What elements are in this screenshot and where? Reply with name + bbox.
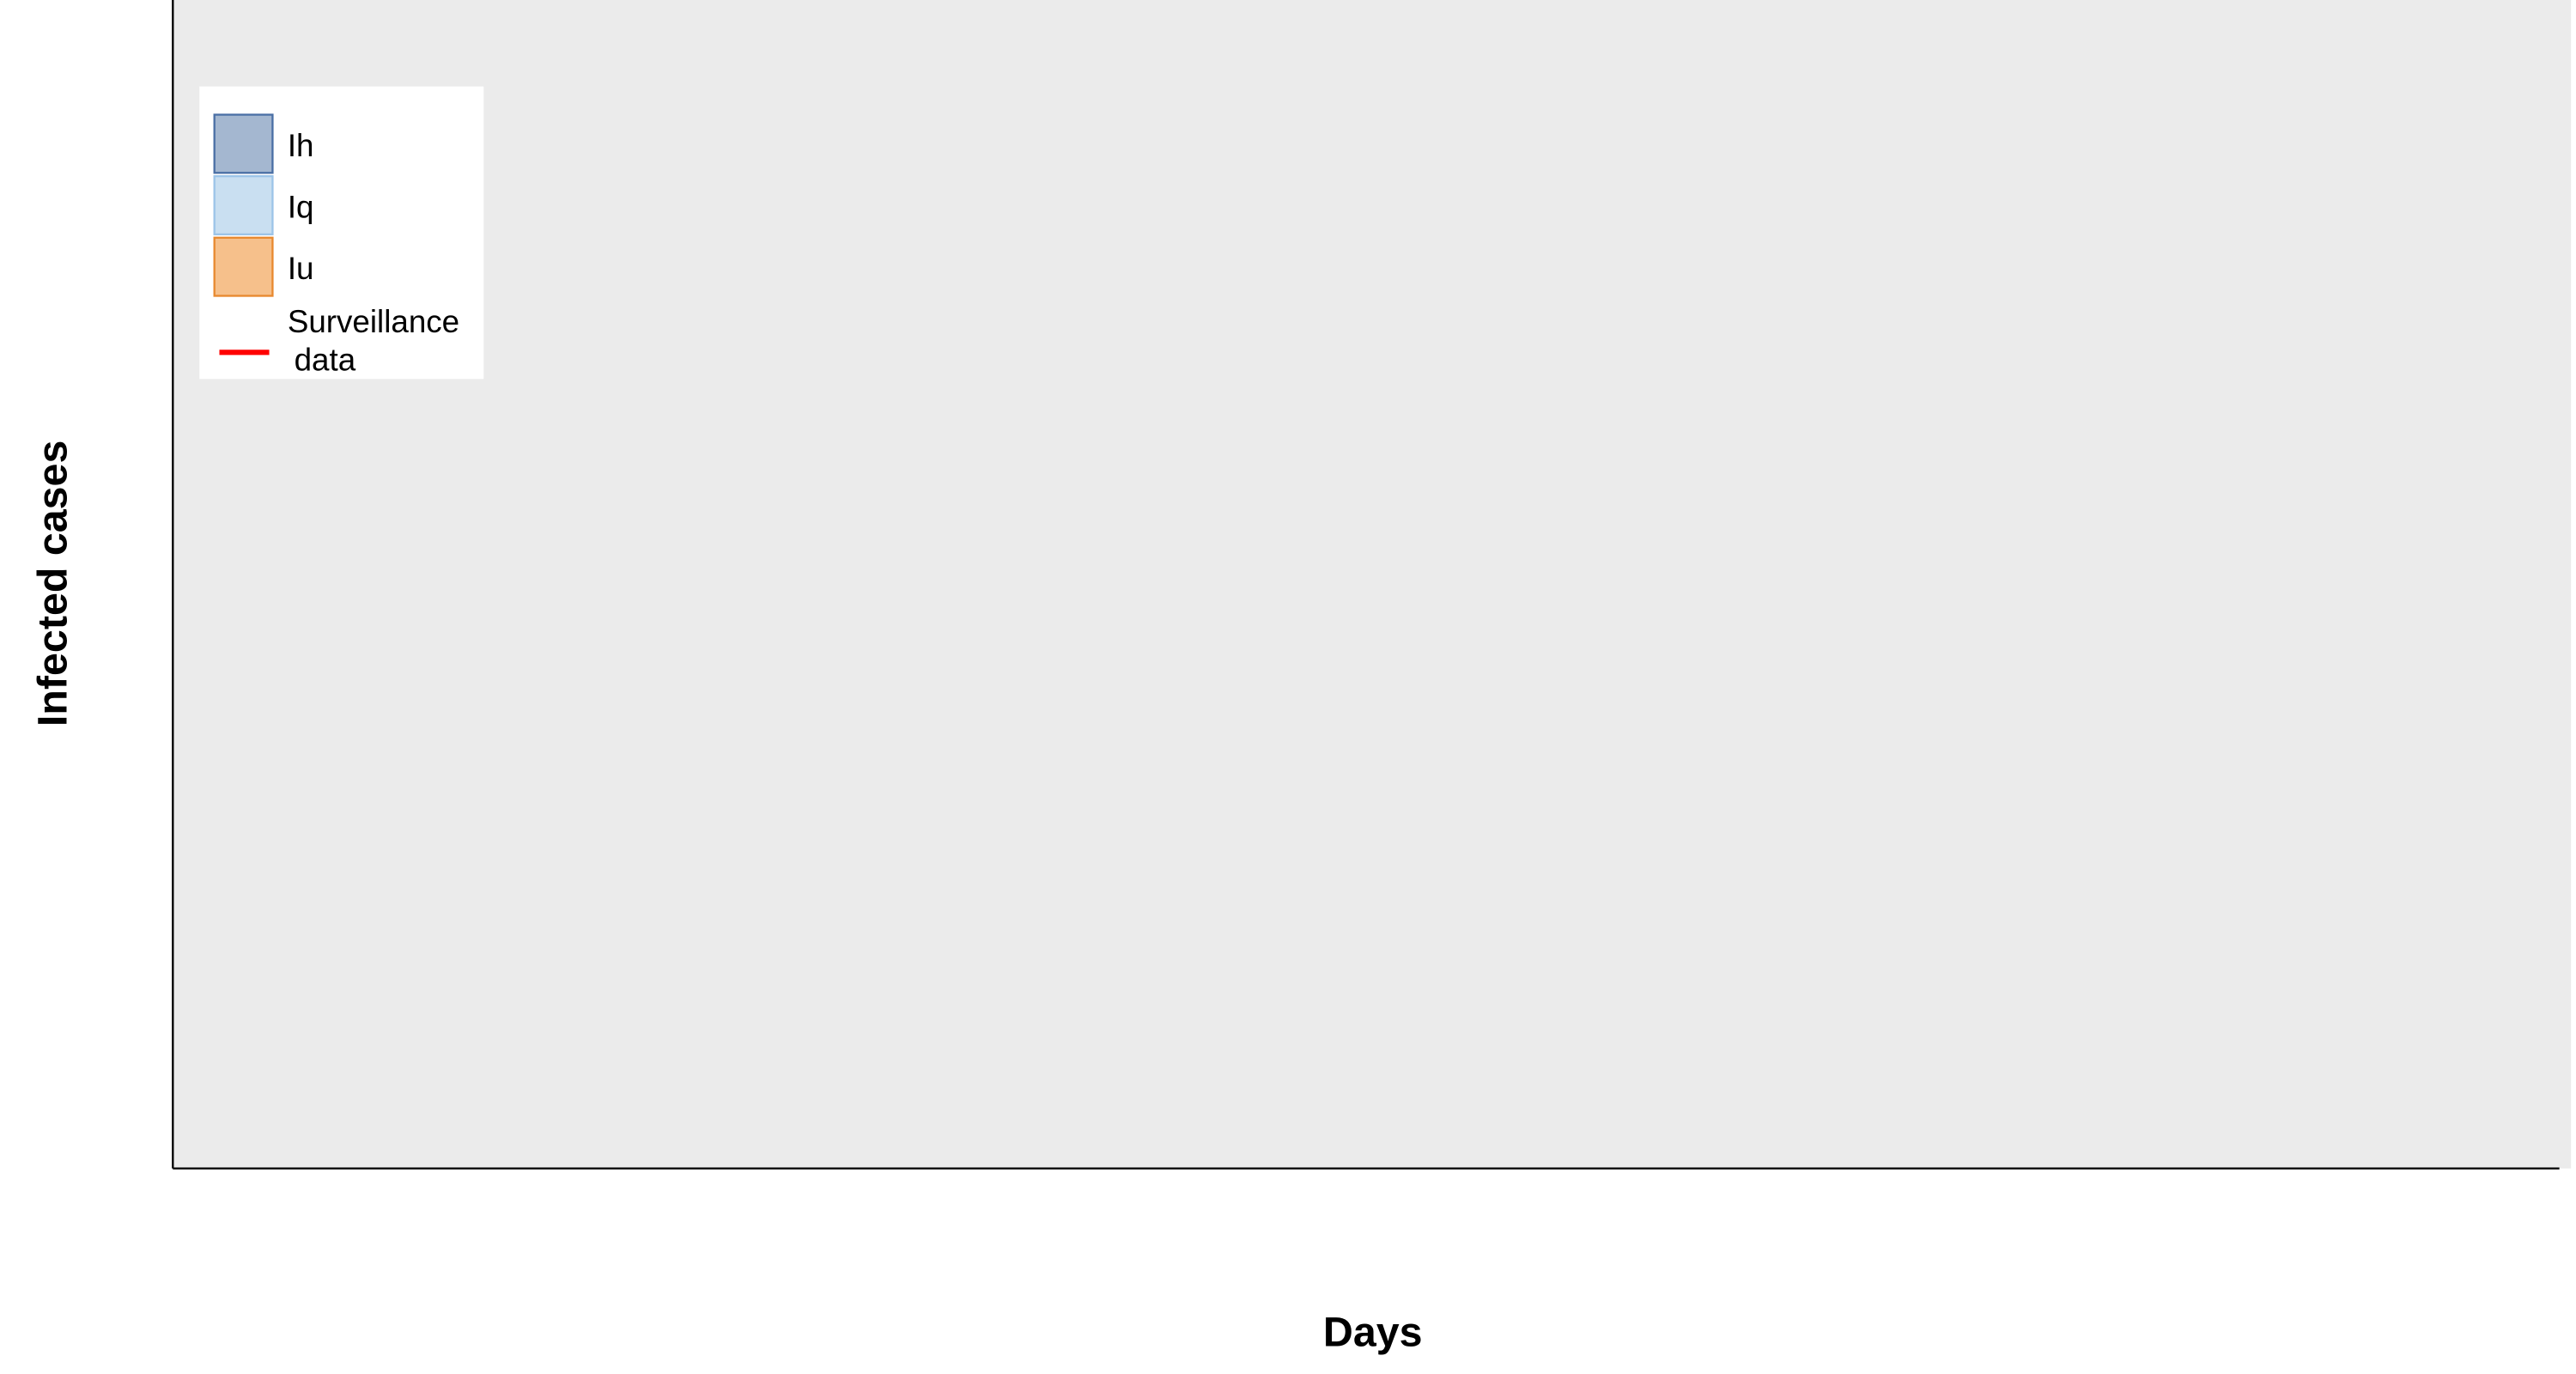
legend: Ih Iq Iu Surveillance data bbox=[199, 86, 484, 380]
legend-label-line: data bbox=[295, 343, 356, 378]
legend-swatch bbox=[213, 236, 274, 297]
y-axis-title: Infected cases bbox=[29, 441, 76, 727]
plot-panel bbox=[173, 0, 2572, 1169]
x-axis-title: Days bbox=[1323, 1310, 1423, 1356]
legend-label: Surveillance data bbox=[288, 304, 469, 378]
legend-label: Iu bbox=[288, 251, 314, 286]
legend-label: Ih bbox=[288, 128, 314, 163]
legend-label: Iq bbox=[288, 190, 314, 225]
legend-swatch bbox=[213, 113, 274, 174]
legend-swatch bbox=[213, 174, 274, 236]
legend-label-line: Surveillance bbox=[288, 304, 469, 339]
